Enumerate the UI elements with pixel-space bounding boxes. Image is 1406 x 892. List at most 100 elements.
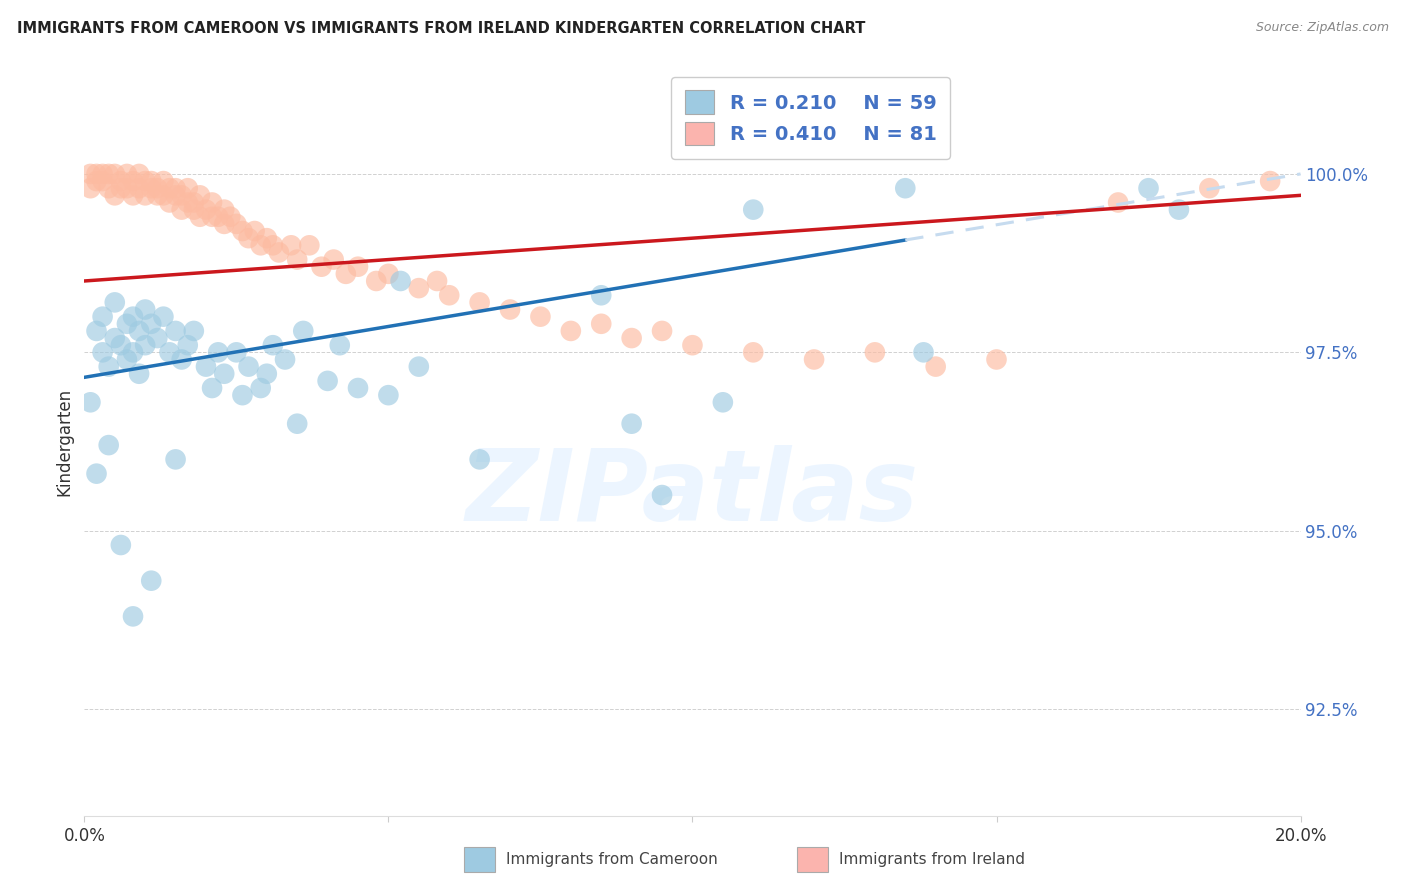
Point: [97, 438, 120, 452]
Point: [110, 538, 132, 552]
Point: [165, 452, 187, 467]
Point: [134, 188, 156, 202]
Point: [115, 167, 138, 181]
Point: [894, 181, 917, 195]
Point: [128, 324, 150, 338]
Point: [183, 202, 205, 217]
Point: [183, 195, 205, 210]
Point: [128, 181, 150, 195]
Point: [249, 381, 271, 395]
Point: [560, 324, 582, 338]
Point: [292, 324, 315, 338]
Point: [104, 331, 127, 345]
Point: [347, 381, 370, 395]
Point: [97, 167, 120, 181]
Point: [256, 231, 278, 245]
Point: [408, 359, 430, 374]
Point: [128, 367, 150, 381]
Point: [201, 195, 224, 210]
Point: [110, 338, 132, 352]
Point: [86, 167, 108, 181]
Point: [194, 359, 218, 374]
Bar: [797, 847, 828, 872]
Point: [620, 417, 643, 431]
Point: [682, 338, 704, 352]
Point: [366, 274, 388, 288]
Point: [219, 210, 242, 224]
Point: [212, 202, 235, 217]
Point: [201, 210, 224, 224]
Point: [86, 174, 108, 188]
Point: [591, 288, 613, 302]
Point: [115, 181, 138, 195]
Point: [122, 345, 145, 359]
Bar: [464, 847, 495, 872]
Point: [134, 302, 156, 317]
Point: [141, 181, 163, 195]
Point: [188, 210, 211, 224]
Point: [170, 188, 193, 202]
Point: [152, 310, 174, 324]
Point: [165, 181, 187, 195]
Point: [110, 181, 132, 195]
Point: [146, 331, 169, 345]
Text: Immigrants from Ireland: Immigrants from Ireland: [839, 853, 1025, 867]
Point: [141, 174, 163, 188]
Point: [122, 188, 145, 202]
Point: [803, 352, 825, 367]
Point: [79, 395, 101, 409]
Point: [115, 317, 138, 331]
Point: [122, 609, 145, 624]
Point: [212, 367, 235, 381]
Point: [134, 174, 156, 188]
Point: [177, 195, 200, 210]
Point: [225, 345, 247, 359]
Text: Source: ZipAtlas.com: Source: ZipAtlas.com: [1256, 21, 1389, 34]
Point: [91, 310, 114, 324]
Point: [170, 202, 193, 217]
Point: [439, 288, 461, 302]
Point: [170, 352, 193, 367]
Point: [165, 324, 187, 338]
Point: [1167, 202, 1189, 217]
Point: [316, 374, 339, 388]
Point: [262, 238, 284, 252]
Point: [207, 210, 229, 224]
Point: [311, 260, 333, 274]
Point: [267, 245, 290, 260]
Text: Immigrants from Cameroon: Immigrants from Cameroon: [506, 853, 718, 867]
Point: [1137, 181, 1160, 195]
Point: [1198, 181, 1220, 195]
Point: [91, 174, 114, 188]
Point: [134, 338, 156, 352]
Legend: R = 0.210    N = 59, R = 0.410    N = 81: R = 0.210 N = 59, R = 0.410 N = 81: [672, 77, 950, 159]
Point: [285, 252, 308, 267]
Point: [159, 195, 181, 210]
Point: [146, 188, 169, 202]
Point: [91, 345, 114, 359]
Point: [238, 359, 260, 374]
Point: [925, 359, 948, 374]
Point: [863, 345, 886, 359]
Point: [249, 238, 271, 252]
Point: [152, 188, 174, 202]
Point: [322, 252, 344, 267]
Point: [274, 352, 297, 367]
Point: [128, 167, 150, 181]
Point: [104, 188, 127, 202]
Point: [298, 238, 321, 252]
Point: [86, 467, 108, 481]
Point: [201, 381, 224, 395]
Point: [79, 181, 101, 195]
Point: [651, 488, 673, 502]
Point: [194, 202, 218, 217]
Point: [243, 224, 266, 238]
Point: [104, 167, 127, 181]
Point: [377, 267, 399, 281]
Point: [122, 310, 145, 324]
Point: [256, 367, 278, 381]
Point: [177, 338, 200, 352]
Point: [165, 188, 187, 202]
Point: [141, 317, 163, 331]
Point: [529, 310, 551, 324]
